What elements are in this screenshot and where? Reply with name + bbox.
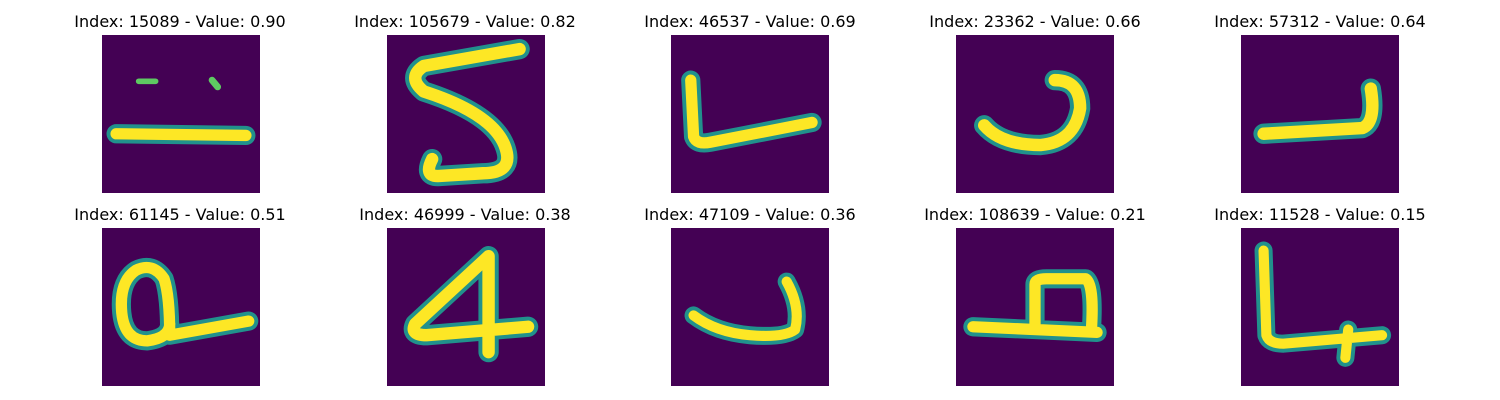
panel-9-glyph (963, 269, 1107, 342)
panel-3-image (671, 35, 829, 193)
panel-9-title: Index: 108639 - Value: 0.21 (924, 205, 1146, 224)
panel-1-title: Index: 15089 - Value: 0.90 (74, 12, 286, 31)
panel-7-glyph (403, 246, 539, 363)
panel-1-glyph (106, 76, 256, 146)
panel-8-image (671, 228, 829, 386)
panel-9-image (956, 228, 1114, 386)
panel-6-title: Index: 61145 - Value: 0.51 (74, 205, 286, 224)
panel-2-image (387, 35, 545, 193)
panel-5-title: Index: 57312 - Value: 0.64 (1214, 12, 1426, 31)
panel-8-glyph (684, 272, 806, 345)
panel-4-image (956, 35, 1114, 193)
panel-3-glyph (681, 70, 822, 153)
panel-4-title: Index: 23362 - Value: 0.66 (929, 12, 1141, 31)
panel-10-title: Index: 11528 - Value: 0.15 (1214, 205, 1426, 224)
panel-1-image (102, 35, 260, 193)
panel-6-image (102, 228, 260, 386)
panel-5-image (1241, 35, 1399, 193)
panel-8-title: Index: 47109 - Value: 0.36 (644, 205, 856, 224)
panel-10-glyph (1254, 241, 1392, 367)
panel-7-image (387, 228, 545, 386)
panel-2-glyph (405, 38, 530, 187)
panel-7-title: Index: 46999 - Value: 0.38 (359, 205, 571, 224)
panel-6-glyph (111, 257, 259, 351)
panel-5-glyph (1253, 78, 1383, 144)
panel-2-title: Index: 105679 - Value: 0.82 (354, 12, 576, 31)
panel-3-title: Index: 46537 - Value: 0.69 (644, 12, 856, 31)
panel-4-glyph (974, 69, 1091, 156)
panel-10-image (1241, 228, 1399, 386)
